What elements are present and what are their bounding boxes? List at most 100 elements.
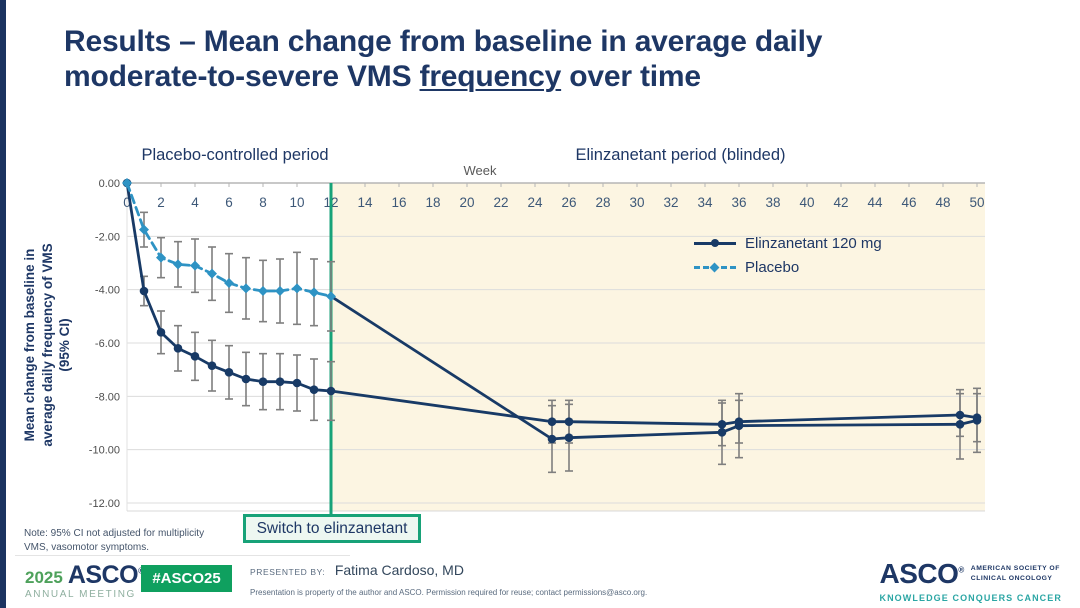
y-axis-title-line3: (95% CI) [57, 318, 73, 372]
data-point [122, 178, 132, 188]
meeting-year: 2025 [25, 568, 63, 587]
x-tick-label: 44 [867, 195, 883, 210]
x-tick-label: 18 [425, 195, 440, 210]
data-point [224, 278, 234, 289]
data-point [292, 283, 302, 294]
title-text: Results – Mean change from baseline in a… [64, 25, 823, 94]
period-label-elinzanetant: Elinzanetant period (blinded) [575, 146, 786, 164]
footer-divider [15, 555, 350, 556]
x-tick-label: 40 [799, 195, 814, 210]
x-tick-label: 4 [191, 195, 199, 210]
legend-label: Placebo [745, 258, 800, 276]
society-name: AMERICAN SOCIETY OF CLINICAL ONCOLOGY [971, 564, 1060, 584]
x-tick-label: 48 [935, 195, 950, 210]
presenter-name: Fatima Cardoso, MD [334, 562, 464, 578]
data-point [207, 361, 217, 370]
x-tick-label: 32 [663, 195, 678, 210]
x-tick-label: 34 [697, 195, 713, 210]
y-tick-label: -4.00 [95, 285, 120, 297]
title-underlined-word: frequency [419, 60, 562, 94]
x-tick-label: 42 [833, 195, 848, 210]
legend-entry: Elinzanetant 120 mg [694, 231, 882, 255]
data-point [564, 433, 574, 442]
asco-society-logo: ASCO® AMERICAN SOCIETY OF CLINICAL ONCOL… [879, 558, 1062, 603]
meeting-name: ANNUAL MEETING [25, 589, 136, 600]
data-point [139, 286, 149, 296]
x-tick-label: 0 [123, 195, 131, 210]
data-point [241, 374, 251, 384]
x-tick-label: 26 [561, 195, 576, 210]
data-point [275, 286, 285, 297]
title-text-end: over time [561, 60, 701, 94]
data-point [717, 420, 727, 429]
y-tick-label: -6.00 [95, 338, 120, 350]
data-point [292, 378, 302, 388]
x-tick-label: 30 [629, 195, 644, 210]
x-tick-label: 50 [969, 195, 984, 210]
y-tick-label: -8.00 [95, 391, 120, 403]
data-point [717, 428, 727, 437]
presented-by-block: PRESENTED BY: Fatima Cardoso, MD Present… [250, 562, 647, 597]
switch-to-elinzanetant-callout: Switch to elinzanetant [243, 514, 421, 543]
asco-annual-meeting-logo: 2025 ASCO® ANNUAL MEETING [25, 563, 144, 600]
data-point [309, 385, 319, 394]
x-tick-label: 24 [527, 195, 543, 210]
data-point [275, 377, 285, 386]
footnote-line2: VMS, vasomotor symptoms. [24, 542, 150, 553]
legend-entry: Placebo [694, 255, 882, 279]
switch-callout-label: Switch to elinzanetant [256, 519, 408, 537]
x-tick-label: 14 [357, 195, 373, 210]
data-point [326, 291, 336, 302]
x-axis-title: Week [463, 163, 497, 178]
data-point [326, 386, 336, 396]
copyright-disclaimer: Presentation is property of the author a… [250, 588, 648, 597]
footnote: Note: 95% CI not adjusted for multiplici… [24, 527, 204, 555]
registered-mark-right: ® [958, 565, 964, 575]
legend-swatch-diamond [694, 259, 736, 275]
data-point [241, 283, 251, 294]
x-tick-label: 8 [259, 195, 267, 210]
data-point [547, 417, 557, 426]
x-tick-label: 6 [225, 195, 233, 210]
data-point [173, 259, 183, 270]
data-point [190, 352, 200, 361]
elinzanetant-period-shading [331, 183, 985, 511]
x-tick-label: 10 [289, 195, 304, 210]
data-point [139, 224, 149, 235]
data-point [156, 328, 166, 337]
legend-marker-circle [711, 239, 719, 247]
society-name-line1: AMERICAN SOCIETY OF [970, 565, 1060, 573]
asco-wordmark: ASCO® [68, 563, 144, 588]
x-tick-label: 36 [731, 195, 746, 210]
data-point [224, 368, 234, 377]
data-point [955, 420, 965, 429]
slide-footer: 2025 ASCO® ANNUAL MEETING #ASCO25 PRESEN… [0, 558, 1080, 608]
presented-by-label: PRESENTED BY: [250, 567, 326, 577]
y-axis-title: Mean change from baseline in average dai… [21, 165, 75, 525]
y-axis-title-line2: average daily frequency of VMS [39, 243, 55, 447]
x-tick-label: 16 [391, 195, 406, 210]
data-point [190, 260, 200, 271]
data-point [156, 252, 166, 263]
y-tick-label: -12.00 [89, 498, 120, 510]
y-axis-title-line1: Mean change from baseline in [22, 248, 37, 442]
data-point [258, 286, 268, 297]
legend-marker-diamond [709, 262, 720, 272]
period-label-placebo-controlled: Placebo-controlled period [141, 146, 329, 164]
data-point [955, 410, 965, 420]
data-point [173, 344, 183, 353]
society-name-line2: CLINICAL ONCOLOGY [970, 575, 1053, 582]
society-tagline: KNOWLEDGE CONQUERS CANCER [879, 593, 1062, 603]
x-tick-label: 2 [157, 195, 165, 210]
x-tick-label: 20 [459, 195, 474, 210]
data-point [309, 287, 319, 298]
data-point [972, 416, 982, 425]
x-tick-label: 28 [595, 195, 610, 210]
x-tick-label: 22 [493, 195, 508, 210]
legend-label: Elinzanetant 120 mg [745, 234, 882, 252]
y-tick-label: -2.00 [95, 231, 120, 243]
y-tick-label: -10.00 [89, 445, 120, 457]
chart-legend: Elinzanetant 120 mg Placebo [694, 231, 882, 279]
